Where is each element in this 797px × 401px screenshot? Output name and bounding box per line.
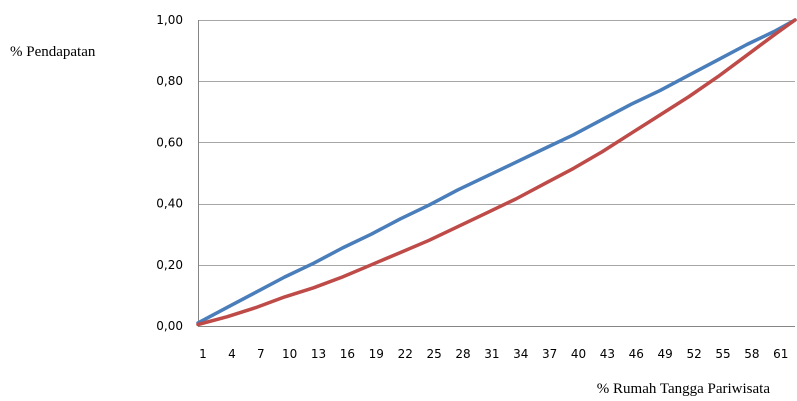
x-tick-label: 10	[282, 347, 297, 361]
x-tick-label: 4	[228, 347, 236, 361]
x-tick-label: 61	[773, 347, 788, 361]
y-tick-label: 0,20	[156, 258, 183, 272]
y-tick-label: 0,00	[156, 319, 183, 333]
series-lines	[196, 18, 797, 327]
x-tick-label: 49	[658, 347, 673, 361]
y-tick-label: 0,40	[156, 197, 183, 211]
x-tick-label: 43	[600, 347, 615, 361]
x-tick-label: 37	[542, 347, 557, 361]
series-line-1	[196, 18, 797, 325]
gridlines	[198, 20, 795, 266]
x-tick-label: 46	[629, 347, 644, 361]
x-tick-label: 31	[484, 347, 499, 361]
y-tick-label: 0,80	[156, 74, 183, 88]
x-tick-label: 13	[311, 347, 326, 361]
x-tick-label: 55	[715, 347, 730, 361]
series-line-2	[196, 18, 797, 327]
x-tick-label: 40	[571, 347, 586, 361]
x-tick-label: 28	[455, 347, 470, 361]
x-tick-label: 1	[199, 347, 207, 361]
x-tick-label: 16	[340, 347, 355, 361]
x-tick-label: 7	[257, 347, 265, 361]
y-axis-label: % Pendapatan	[10, 44, 96, 60]
x-tick-labels: 1 4 7 10 13 16 19 22 25 28 31 34 37 40 43 46 49 52 55 58 61	[199, 347, 788, 361]
x-tick-label: 34	[513, 347, 528, 361]
x-tick-label: 19	[369, 347, 384, 361]
x-axis-label: % Rumah Tangga Pariwisata	[597, 381, 771, 397]
x-tick-label: 52	[686, 347, 701, 361]
y-tick-label: 0,60	[156, 135, 183, 149]
x-tick-label: 22	[398, 347, 413, 361]
y-tick-labels: 0,00 0,20 0,40 0,60 0,80 1,00	[156, 13, 183, 333]
x-tick-label: 25	[426, 347, 441, 361]
x-tick-label: 58	[744, 347, 759, 361]
y-tick-label: 1,00	[156, 13, 183, 27]
axes	[198, 20, 795, 327]
